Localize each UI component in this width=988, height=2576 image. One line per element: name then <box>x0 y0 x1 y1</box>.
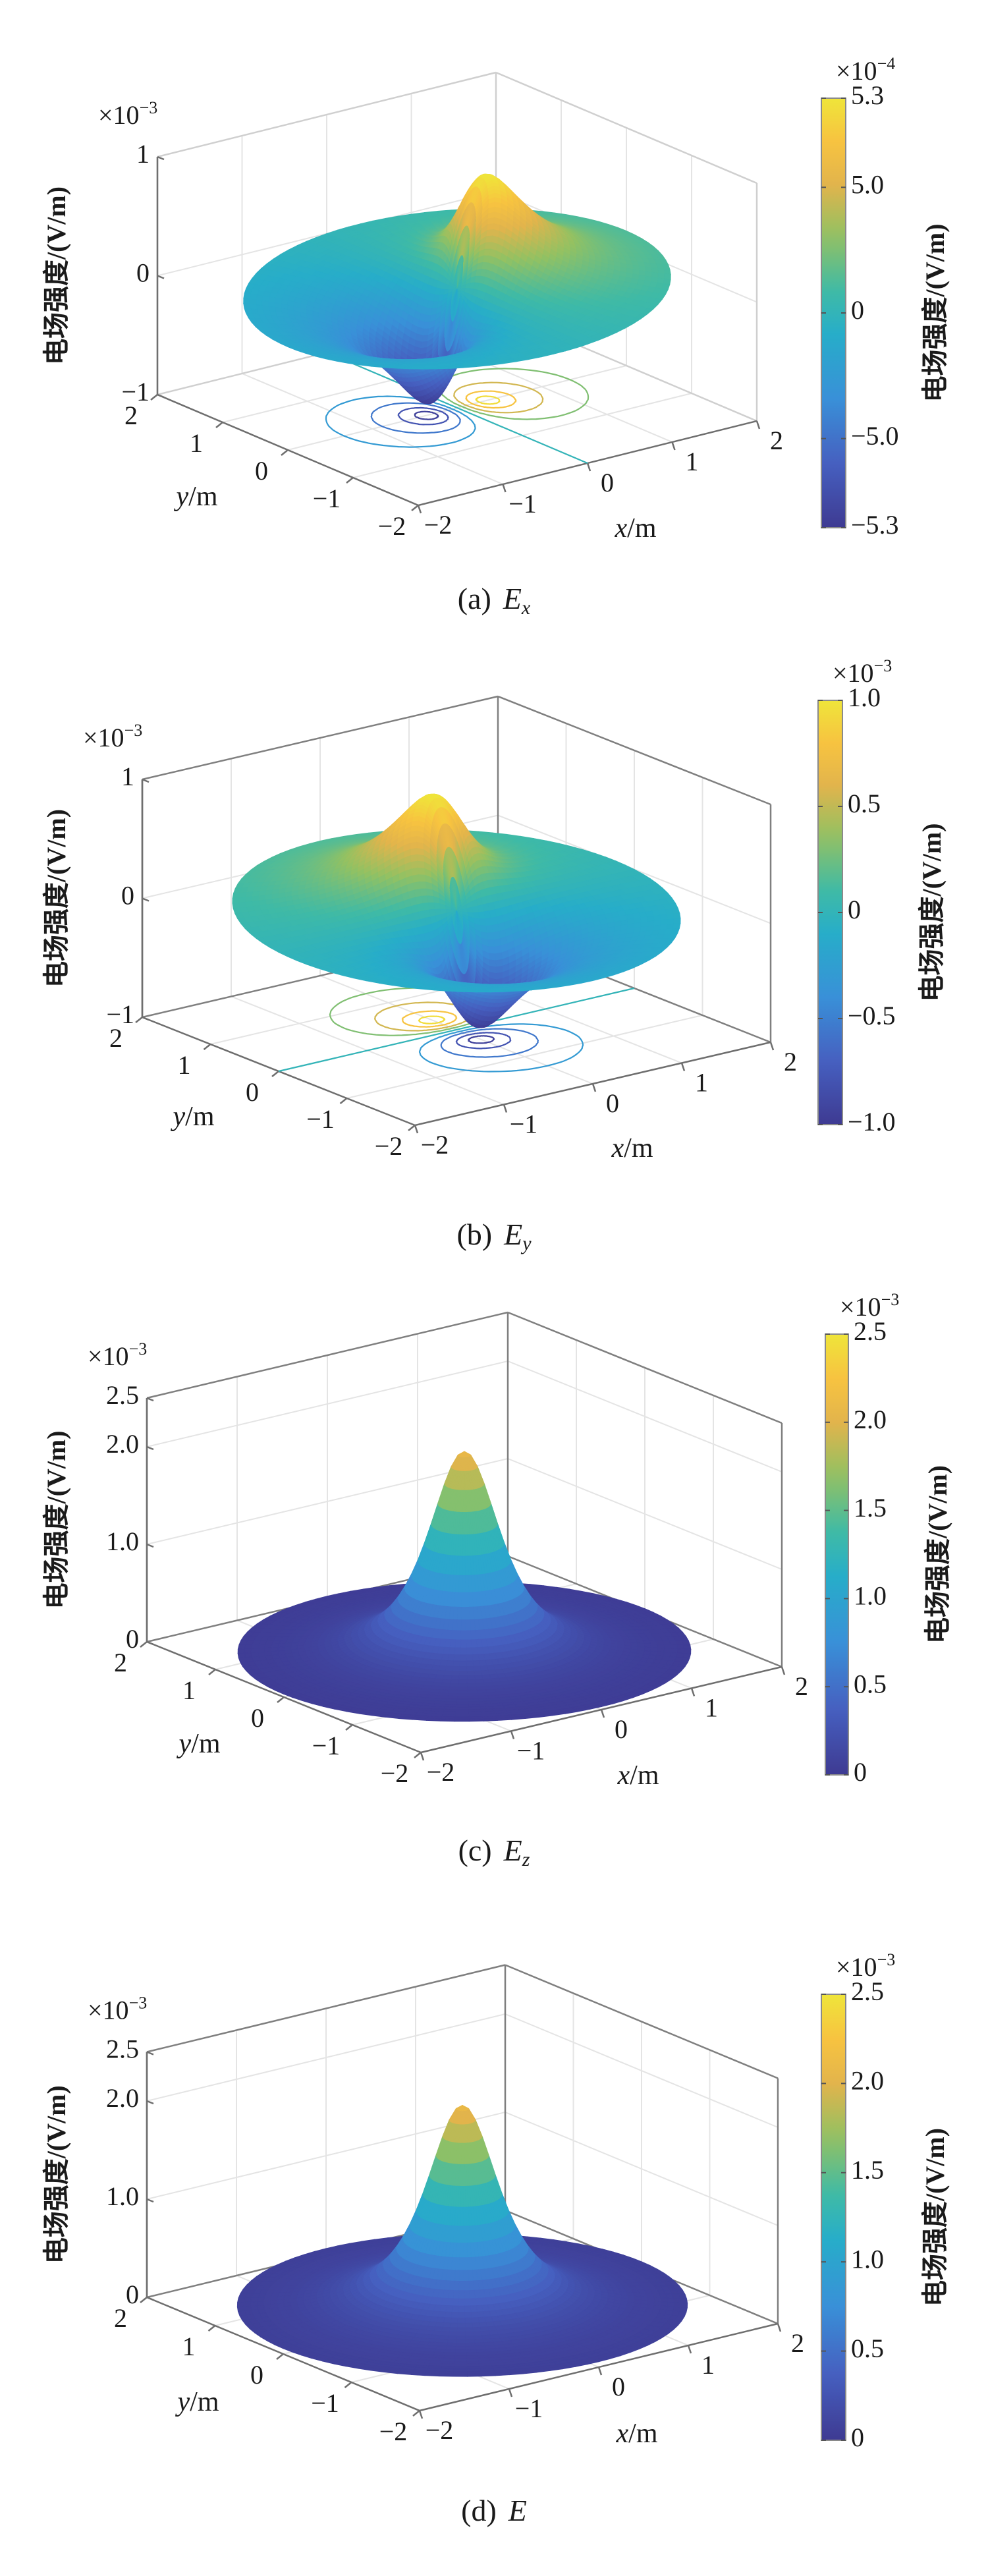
contour-line <box>475 395 501 405</box>
y-tick-mark <box>346 477 354 484</box>
contour-line <box>465 390 517 409</box>
surface-patch <box>456 289 458 312</box>
x-tick-label: 2 <box>770 426 783 455</box>
y-tick-mark <box>215 422 223 428</box>
x-tick-mark <box>769 1042 775 1051</box>
colorbar-tick-label: −5.3 <box>851 510 899 540</box>
z-multiplier: ×10−3 <box>98 98 157 130</box>
surface-patch <box>487 223 495 231</box>
contour-line <box>370 402 462 434</box>
box-edge <box>157 71 497 158</box>
surface-patch <box>421 335 429 343</box>
surface-patch <box>486 932 495 941</box>
x-tick-mark <box>755 420 761 430</box>
surface-patch <box>232 892 240 899</box>
surface-patch <box>243 298 250 304</box>
surface-patch <box>435 366 451 370</box>
y-tick-label: 1 <box>190 428 203 458</box>
z-tick-mark <box>157 393 165 399</box>
x-tick-label: 1 <box>686 447 699 476</box>
surface-patch <box>422 367 437 370</box>
colorbar-multiplier: ×10−4 <box>836 54 895 86</box>
caption-label: (a) <box>458 582 491 615</box>
surface-patch <box>396 366 412 370</box>
x-tick-mark <box>671 441 676 451</box>
surface-patch <box>492 931 501 941</box>
surface <box>243 173 671 405</box>
x-tick-label: 0 <box>601 468 614 497</box>
z-tick-mark <box>157 155 165 161</box>
y-tick-mark <box>150 394 158 401</box>
y-axis-unit: /m <box>188 482 218 512</box>
z-tick-mark <box>142 1016 150 1021</box>
z-axis-label: 电场强度/(V/m) <box>41 186 71 365</box>
x-axis-unit: /m <box>627 513 657 544</box>
y-axis-label: y/m <box>174 482 218 512</box>
z-tick-label: 0 <box>136 258 150 288</box>
z-multiplier-base: ×10 <box>98 100 140 130</box>
surface-patch <box>479 918 487 926</box>
contour-line <box>453 381 544 414</box>
panel-caption: (a) Ex <box>458 582 531 619</box>
surface-patch <box>666 913 674 920</box>
caption-subscript: x <box>521 597 531 619</box>
contour-line <box>438 368 590 420</box>
y-tick-mark <box>339 1098 348 1104</box>
y-tick-label: 0 <box>255 456 268 486</box>
y-tick-mark <box>281 449 288 456</box>
x-axis-label: x/m <box>615 513 657 544</box>
surface-patch <box>672 912 681 920</box>
contour-lines <box>325 351 590 464</box>
surface-patch <box>659 914 668 921</box>
panel-b: −2−1012−2−1012−101×10−3x/my/m电场强度/(V/m)1… <box>41 656 947 1254</box>
x-axis-var: x <box>615 513 628 544</box>
x-tick-label: −2 <box>424 510 453 540</box>
z-tick-label: 1 <box>136 139 150 169</box>
contour-line <box>414 410 439 420</box>
surface-patch <box>486 229 494 237</box>
colorbar-label: 电场强度/(V/m) <box>920 223 950 402</box>
colorbar-tick-label: 0 <box>851 295 864 325</box>
colorbar-multiplier-base: ×10 <box>836 56 877 86</box>
y-tick-label: −1 <box>313 484 341 513</box>
caption-symbol: E <box>503 582 522 615</box>
z-tick-label: −1 <box>121 377 150 406</box>
contour-zero-line <box>326 351 588 464</box>
colorbar-multiplier-exponent: −4 <box>877 54 896 73</box>
y-tick-mark <box>135 1017 143 1023</box>
y-axis-var: y <box>174 482 189 512</box>
z-tick-mark <box>142 897 150 902</box>
x-tick-mark <box>591 1083 597 1092</box>
surface-patch <box>472 905 479 913</box>
z-tick-mark <box>157 275 165 279</box>
x-tick-label: −1 <box>508 489 537 518</box>
surface-patch <box>420 341 428 349</box>
y-tick-mark <box>408 1125 416 1131</box>
x-tick-mark <box>502 484 507 493</box>
x-tick-mark <box>414 1125 419 1134</box>
surface-patch <box>485 925 493 934</box>
surface-patch <box>409 367 425 370</box>
y-tick-mark <box>411 505 419 511</box>
box-edge <box>495 71 757 184</box>
y-tick-label: −2 <box>378 511 406 541</box>
y-tick-mark <box>203 1044 211 1050</box>
y-tick-mark <box>271 1071 279 1077</box>
contour-line <box>397 406 449 426</box>
x-tick-mark <box>417 505 422 514</box>
z-tick-mark <box>142 778 150 783</box>
x-tick-mark <box>503 1104 508 1113</box>
panel-a: −2−1012−2−1012−101×10−3x/my/m电场强度/(V/m)5… <box>41 54 950 619</box>
x-tick-mark <box>680 1063 686 1071</box>
colorbar-tick-label: −5.0 <box>851 421 899 451</box>
x-tick-mark <box>586 462 591 472</box>
surface-patch <box>243 302 251 310</box>
z-multiplier-exponent: −3 <box>140 98 158 117</box>
colorbar-tick-label: 5.0 <box>851 169 884 199</box>
